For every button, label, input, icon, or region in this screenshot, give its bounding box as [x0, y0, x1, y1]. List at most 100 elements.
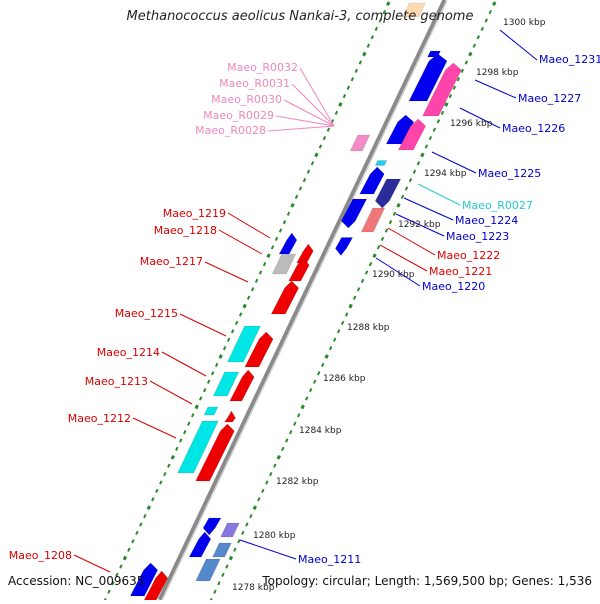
label-leader-lines [73, 29, 538, 573]
gene-label[interactable]: Maeo_1211 [298, 553, 361, 566]
inner-tick-mark [238, 312, 243, 317]
gene-label[interactable]: Maeo_1208 [9, 549, 72, 562]
gene-label[interactable]: Maeo_R0030 [211, 93, 282, 106]
outer-tick-mark [297, 413, 301, 418]
gene-label[interactable]: Maeo_1222 [437, 249, 500, 262]
gene-label[interactable]: Maeo_R0027 [462, 199, 533, 212]
gene-label[interactable]: Maeo_1212 [68, 412, 131, 425]
inner-tick-mark [222, 345, 227, 351]
gene-feature [202, 517, 222, 536]
inner-tick-mark [338, 102, 343, 107]
gene-feature [270, 280, 300, 315]
outer-tick-mark [269, 471, 273, 477]
leader-line [299, 67, 335, 127]
inner-tick-mark [246, 295, 251, 300]
gene-feature [288, 257, 310, 282]
inner-tick-mark [122, 555, 128, 561]
outer-tick-mark [444, 102, 449, 107]
outer-tick-mark [360, 278, 365, 284]
inner-tick-mark [218, 354, 223, 359]
gene-feature [195, 558, 221, 582]
outer-tick-mark [432, 127, 437, 132]
outer-tick-mark [276, 454, 281, 460]
outer-tick-mark [293, 421, 297, 426]
leader-line [161, 351, 207, 377]
outer-tick-mark [356, 287, 361, 292]
scale-label: 1282 kbp [276, 477, 319, 487]
gene-label[interactable]: Maeo_1214 [97, 346, 160, 359]
inner-tick-mark [262, 261, 267, 267]
outer-tick-mark [233, 547, 237, 552]
scale-label: 1286 kbp [323, 374, 366, 384]
outer-tick-mark [265, 480, 269, 485]
gene-label[interactable]: Maeo_1224 [455, 214, 518, 227]
outer-tick-mark [420, 152, 425, 158]
inner-tick-mark [155, 488, 159, 494]
inner-tick-mark [115, 572, 119, 578]
gene-label[interactable]: Maeo_1215 [115, 307, 178, 320]
leader-line [267, 125, 335, 132]
inner-tick-mark [362, 51, 367, 57]
gene-feature [203, 406, 219, 416]
gene-feature [129, 562, 159, 597]
gene-feature [397, 118, 427, 151]
outer-tick-mark [388, 219, 393, 225]
gene-feature [374, 160, 388, 166]
inner-tick-mark [302, 177, 307, 183]
gene-label[interactable]: Maeo_1217 [140, 255, 203, 268]
tick-rails [103, 1, 497, 603]
inner-tick-mark [210, 371, 215, 376]
gene-label[interactable]: Maeo_R0031 [219, 77, 290, 90]
scale-label: 1296 kbp [450, 119, 493, 129]
gene-label[interactable]: Maeo_1225 [478, 167, 541, 180]
gene-feature [278, 232, 298, 255]
gene-feature [422, 62, 462, 117]
gene-label[interactable]: Maeo_1227 [518, 92, 581, 105]
outer-tick-mark [221, 572, 225, 578]
inner-tick-mark [127, 547, 131, 552]
outer-tick-mark [332, 337, 337, 342]
outer-tick-mark [428, 135, 433, 141]
inner-tick-mark [370, 35, 374, 40]
gene-label[interactable]: Maeo_1213 [85, 375, 148, 388]
inner-tick-mark [135, 530, 139, 536]
inner-tick-mark [254, 278, 259, 284]
leader-line [179, 313, 227, 337]
gene-label[interactable]: Maeo_1219 [163, 207, 226, 220]
inner-tick-mark [170, 454, 175, 460]
outer-tick-mark [368, 261, 373, 267]
gene-feature [359, 166, 385, 195]
outer-tick-mark [424, 144, 429, 149]
gene-feature [188, 531, 212, 558]
gene-feature [408, 53, 448, 102]
gene-label[interactable]: Maeo_1220 [422, 280, 485, 293]
gene-label[interactable]: Maeo_1223 [446, 230, 509, 243]
outer-tick-mark [324, 354, 329, 359]
inner-tick-mark [342, 93, 347, 99]
outer-tick-mark [416, 161, 421, 166]
inner-tick-mark [187, 421, 191, 426]
gene-label[interactable]: Maeo_1226 [502, 122, 565, 135]
outer-tick-mark [456, 77, 461, 82]
gene-label[interactable]: Maeo_R0032 [227, 61, 298, 74]
outer-tick-mark [436, 119, 441, 124]
leader-line [395, 213, 445, 237]
leader-line [459, 107, 501, 129]
gene-label[interactable]: Maeo_R0028 [195, 124, 266, 137]
inner-tick-mark [175, 446, 179, 452]
outer-tick-mark [257, 497, 261, 502]
gene-label[interactable]: Maeo_R0029 [203, 109, 274, 122]
gene-features [129, 2, 462, 601]
inner-tick-mark [294, 194, 299, 200]
outer-tick-mark [452, 85, 457, 90]
inner-tick-mark [366, 43, 371, 48]
inner-tick-mark [191, 413, 195, 418]
gene-feature [427, 50, 441, 58]
outer-tick-mark [289, 429, 293, 435]
gene-label[interactable]: Maeo_1221 [429, 265, 492, 278]
outer-tick-mark [448, 93, 453, 99]
gene-label[interactable]: Maeo_1231 [539, 53, 600, 66]
gene-label[interactable]: Maeo_1218 [154, 224, 217, 237]
inner-tick-mark [310, 161, 315, 166]
